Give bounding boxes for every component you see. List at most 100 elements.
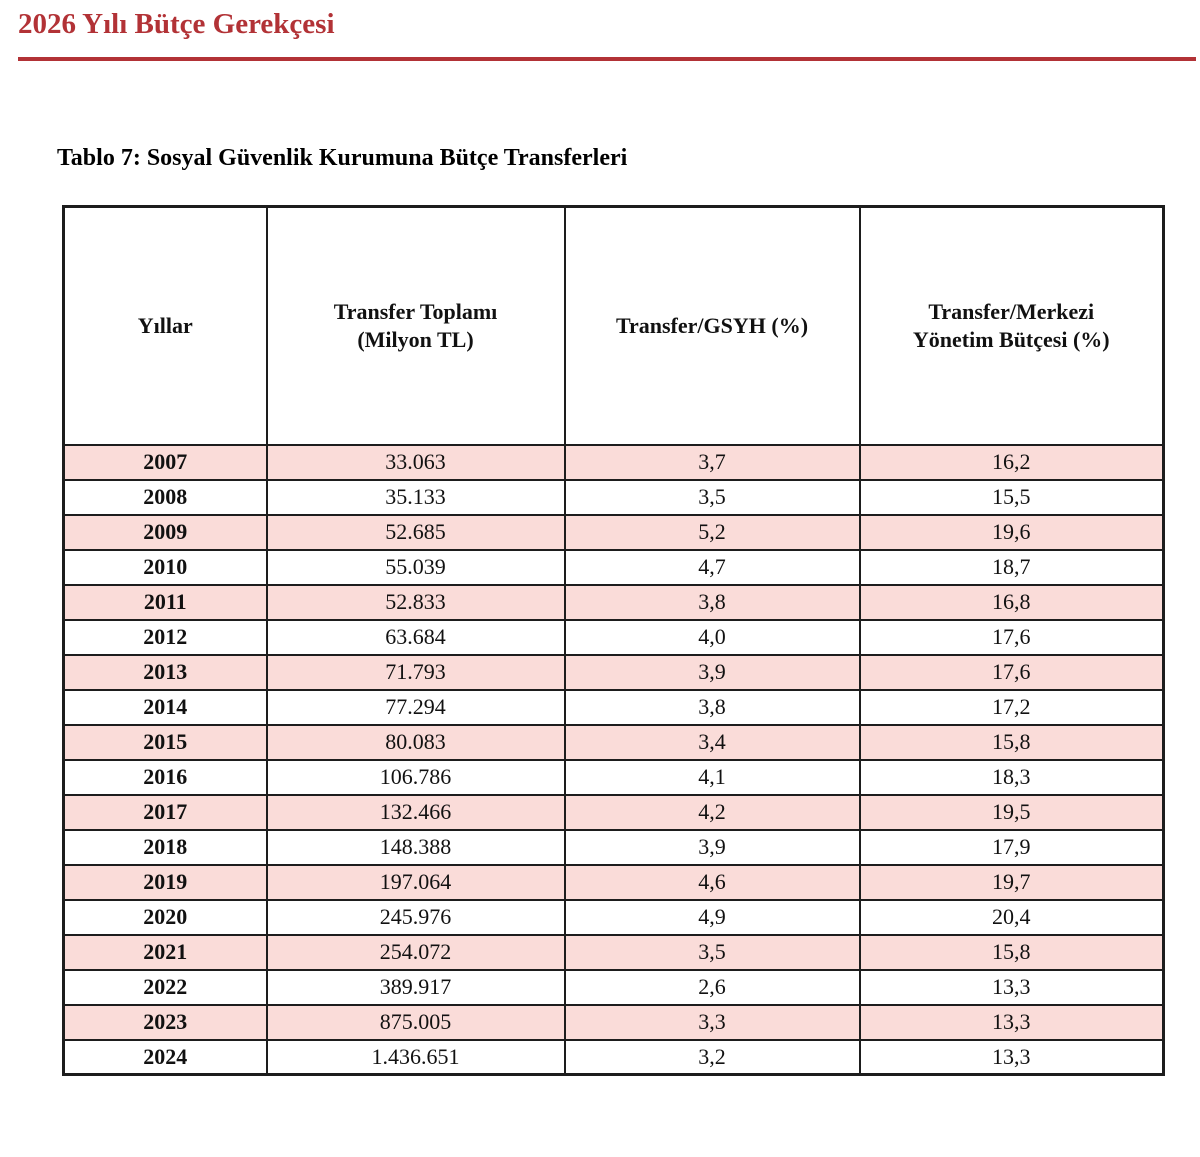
transfer-central-budget-cell: 18,7 [858, 548, 1165, 586]
transfer-total-cell: 35.133 [265, 478, 566, 516]
table-row: 2017 132.466 4,2 19,5 [62, 793, 1165, 831]
transfer-gdp-cell: 3,8 [563, 583, 861, 621]
budget-transfers-table: Yıllar Transfer Toplamı (Milyon TL) Tran… [62, 205, 1165, 1076]
transfer-total-cell: 80.083 [265, 723, 566, 761]
table-row: 2016 106.786 4,1 18,3 [62, 758, 1165, 796]
transfer-total-cell: 52.833 [265, 583, 566, 621]
transfer-total-cell: 389.917 [265, 968, 566, 1006]
transfer-total-cell: 245.976 [265, 898, 566, 936]
transfer-gdp-cell: 3,7 [563, 443, 861, 481]
transfer-gdp-cell: 4,9 [563, 898, 861, 936]
transfer-gdp-cell: 3,4 [563, 723, 861, 761]
transfer-central-budget-cell: 16,2 [858, 443, 1165, 481]
table-body: 2007 33.063 3,7 16,2 2008 35.133 3,5 15,5 2009 52… [62, 443, 1165, 1076]
transfer-gdp-cell: 3,9 [563, 653, 861, 691]
transfer-total-cell: 55.039 [265, 548, 566, 586]
table-row: 2023 875.005 3,3 13,3 [62, 1003, 1165, 1041]
column-header-transfer-total: Transfer Toplamı (Milyon TL) [265, 205, 566, 446]
document-header: 2026 Yılı Bütçe Gerekçesi [0, 0, 1200, 42]
table-header-row: Yıllar Transfer Toplamı (Milyon TL) Tran… [62, 205, 1165, 446]
transfer-gdp-cell: 4,1 [563, 758, 861, 796]
transfer-gdp-cell: 3,5 [563, 933, 861, 971]
transfer-central-budget-cell: 20,4 [858, 898, 1165, 936]
transfer-central-budget-cell: 13,3 [858, 1003, 1165, 1041]
document-page: 2026 Yılı Bütçe Gerekçesi Tablo 7: Sosya… [0, 0, 1200, 1076]
table-row: 2013 71.793 3,9 17,6 [62, 653, 1165, 691]
year-cell: 2011 [62, 583, 268, 621]
year-cell: 2010 [62, 548, 268, 586]
year-cell: 2018 [62, 828, 268, 866]
transfer-central-budget-cell: 15,8 [858, 933, 1165, 971]
table-row: 2010 55.039 4,7 18,7 [62, 548, 1165, 586]
transfer-central-budget-cell: 19,6 [858, 513, 1165, 551]
transfer-gdp-cell: 4,6 [563, 863, 861, 901]
year-cell: 2017 [62, 793, 268, 831]
transfer-gdp-cell: 3,8 [563, 688, 861, 726]
transfer-total-cell: 77.294 [265, 688, 566, 726]
transfer-gdp-cell: 4,0 [563, 618, 861, 656]
transfer-total-cell: 148.388 [265, 828, 566, 866]
table-row: 2009 52.685 5,2 19,6 [62, 513, 1165, 551]
transfer-central-budget-cell: 17,2 [858, 688, 1165, 726]
transfer-total-cell: 71.793 [265, 653, 566, 691]
transfer-total-cell: 63.684 [265, 618, 566, 656]
transfer-total-cell: 254.072 [265, 933, 566, 971]
table-row: 2011 52.833 3,8 16,8 [62, 583, 1165, 621]
transfer-central-budget-cell: 17,9 [858, 828, 1165, 866]
table-row: 2018 148.388 3,9 17,9 [62, 828, 1165, 866]
year-cell: 2024 [62, 1038, 268, 1076]
year-cell: 2021 [62, 933, 268, 971]
transfer-central-budget-cell: 17,6 [858, 618, 1165, 656]
table-title: Tablo 7: Sosyal Güvenlik Kurumuna Bütçe … [57, 145, 628, 171]
year-cell: 2007 [62, 443, 268, 481]
year-cell: 2019 [62, 863, 268, 901]
document-body: Tablo 7: Sosyal Güvenlik Kurumuna Bütçe … [0, 143, 1200, 1076]
column-header-transfer-gdp: Transfer/GSYH (%) [563, 205, 861, 446]
year-cell: 2022 [62, 968, 268, 1006]
transfer-gdp-cell: 4,2 [563, 793, 861, 831]
table-row: 2007 33.063 3,7 16,2 [62, 443, 1165, 481]
table-row: 2008 35.133 3,5 15,5 [62, 478, 1165, 516]
transfer-total-cell: 875.005 [265, 1003, 566, 1041]
column-header-years: Yıllar [62, 205, 268, 446]
transfer-gdp-cell: 5,2 [563, 513, 861, 551]
transfer-central-budget-cell: 19,5 [858, 793, 1165, 831]
year-cell: 2016 [62, 758, 268, 796]
transfer-total-cell: 1.436.651 [265, 1038, 566, 1076]
transfer-gdp-cell: 3,3 [563, 1003, 861, 1041]
transfer-gdp-cell: 2,6 [563, 968, 861, 1006]
year-cell: 2015 [62, 723, 268, 761]
transfer-total-cell: 33.063 [265, 443, 566, 481]
transfer-total-cell: 106.786 [265, 758, 566, 796]
year-cell: 2014 [62, 688, 268, 726]
year-cell: 2020 [62, 898, 268, 936]
table-row: 2014 77.294 3,8 17,2 [62, 688, 1165, 726]
transfer-central-budget-cell: 16,8 [858, 583, 1165, 621]
table-row: 2015 80.083 3,4 15,8 [62, 723, 1165, 761]
transfer-total-cell: 132.466 [265, 793, 566, 831]
table-row: 2021 254.072 3,5 15,8 [62, 933, 1165, 971]
transfer-total-cell: 52.685 [265, 513, 566, 551]
transfer-central-budget-cell: 15,8 [858, 723, 1165, 761]
transfer-central-budget-cell: 18,3 [858, 758, 1165, 796]
table-row: 2022 389.917 2,6 13,3 [62, 968, 1165, 1006]
year-cell: 2013 [62, 653, 268, 691]
year-cell: 2008 [62, 478, 268, 516]
transfer-total-cell: 197.064 [265, 863, 566, 901]
table-row: 2019 197.064 4,6 19,7 [62, 863, 1165, 901]
document-header-title: 2026 Yılı Bütçe Gerekçesi [18, 8, 335, 40]
year-cell: 2009 [62, 513, 268, 551]
transfer-gdp-cell: 3,9 [563, 828, 861, 866]
transfer-central-budget-cell: 17,6 [858, 653, 1165, 691]
table-row: 2012 63.684 4,0 17,6 [62, 618, 1165, 656]
transfer-gdp-cell: 3,5 [563, 478, 861, 516]
transfer-central-budget-cell: 13,3 [858, 968, 1165, 1006]
year-cell: 2023 [62, 1003, 268, 1041]
table-row: 2024 1.436.651 3,2 13,3 [62, 1038, 1165, 1076]
transfer-central-budget-cell: 15,5 [858, 478, 1165, 516]
column-header-transfer-central-budget: Transfer/Merkezi Yönetim Bütçesi (%) [858, 205, 1165, 446]
transfer-central-budget-cell: 19,7 [858, 863, 1165, 901]
header-divider-rule [18, 57, 1196, 61]
transfer-central-budget-cell: 13,3 [858, 1038, 1165, 1076]
transfer-gdp-cell: 4,7 [563, 548, 861, 586]
